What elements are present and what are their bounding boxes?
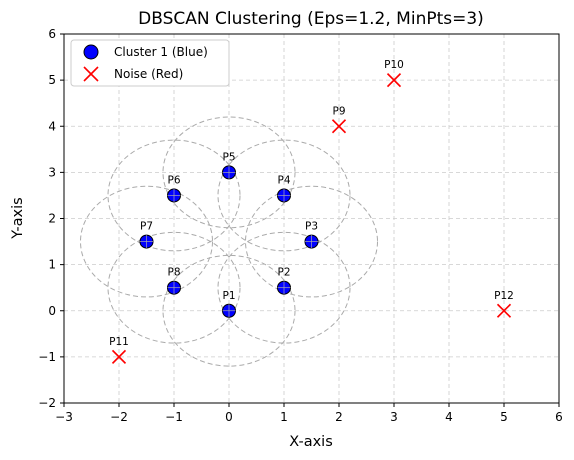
x-tick-label: −3 [55, 410, 73, 424]
point-label-p6: P6 [167, 174, 180, 186]
x-tick-label: 5 [500, 410, 508, 424]
point-label-p8: P8 [167, 267, 180, 279]
point-label-p4: P4 [277, 174, 290, 186]
legend: Cluster 1 (Blue) Noise (Red) [70, 39, 230, 87]
point-label-p9: P9 [332, 105, 345, 117]
y-tick-label: 3 [48, 165, 56, 179]
legend-label-noise: Noise (Red) [114, 67, 183, 81]
legend-marker-cluster [83, 44, 99, 60]
chart-title: DBSCAN Clustering (Eps=1.2, MinPts=3) [138, 9, 484, 29]
y-tick-label: 2 [48, 212, 56, 226]
eps-circles [80, 116, 378, 367]
legend-marker-noise [83, 66, 99, 82]
point-label-p2: P2 [277, 267, 290, 279]
legend-box [70, 39, 230, 87]
noise-x-stroke [111, 349, 127, 364]
data-points [111, 73, 512, 364]
noise-x-stroke [331, 119, 347, 134]
noise-point-p12 [496, 303, 512, 318]
noise-x-stroke [496, 303, 512, 318]
y-tick-label: 6 [48, 27, 56, 41]
eps-circle-p5 [162, 116, 296, 229]
noise-x-stroke [386, 73, 402, 88]
eps-circle-p2 [217, 231, 351, 344]
point-labels: P1 P2 P3 P4 P5 P6 P7 P8 P9 P10 P11 P12 [109, 59, 514, 348]
y-tick-label: 4 [48, 119, 56, 133]
eps-circle-p1 [162, 254, 296, 367]
point-label-p3: P3 [305, 221, 318, 233]
x-tick-label: 2 [335, 410, 343, 424]
x-tick-label: 6 [555, 410, 563, 424]
x-tick-label: 0 [225, 410, 233, 424]
x-axis-label: X-axis [289, 434, 333, 450]
eps-circle-p6 [107, 139, 241, 252]
point-label-p1: P1 [222, 290, 235, 302]
eps-circle-p3 [245, 185, 378, 298]
y-axis-ticks: −2 −1 0 1 2 3 4 5 6 [38, 27, 64, 410]
noise-point-p10 [386, 73, 402, 88]
point-label-p10: P10 [384, 59, 404, 71]
grid [63, 33, 560, 404]
y-tick-label: 0 [48, 304, 56, 318]
point-label-p5: P5 [222, 151, 235, 163]
x-tick-label: −2 [110, 410, 128, 424]
eps-circle-p7 [80, 185, 213, 298]
x-tick-label: 1 [280, 410, 288, 424]
eps-circle-p8 [107, 231, 241, 344]
y-tick-label: 1 [48, 258, 56, 272]
y-tick-label: −2 [38, 396, 56, 410]
noise-point-p11 [111, 349, 127, 364]
noise-point-p9 [331, 119, 347, 134]
y-axis-label: Y-axis [10, 197, 26, 239]
point-label-p7: P7 [140, 221, 153, 233]
legend-label-cluster: Cluster 1 (Blue) [114, 45, 208, 59]
x-tick-label: 4 [445, 410, 453, 424]
y-tick-label: −1 [38, 350, 56, 364]
point-label-p11: P11 [109, 336, 129, 348]
point-label-p12: P12 [494, 290, 514, 302]
x-axis-ticks: −3 −2 −1 0 1 2 3 4 5 6 [55, 403, 563, 424]
x-tick-label: −1 [165, 410, 183, 424]
y-tick-label: 5 [48, 73, 56, 87]
eps-circle-p4 [217, 139, 351, 252]
x-tick-label: 3 [390, 410, 398, 424]
